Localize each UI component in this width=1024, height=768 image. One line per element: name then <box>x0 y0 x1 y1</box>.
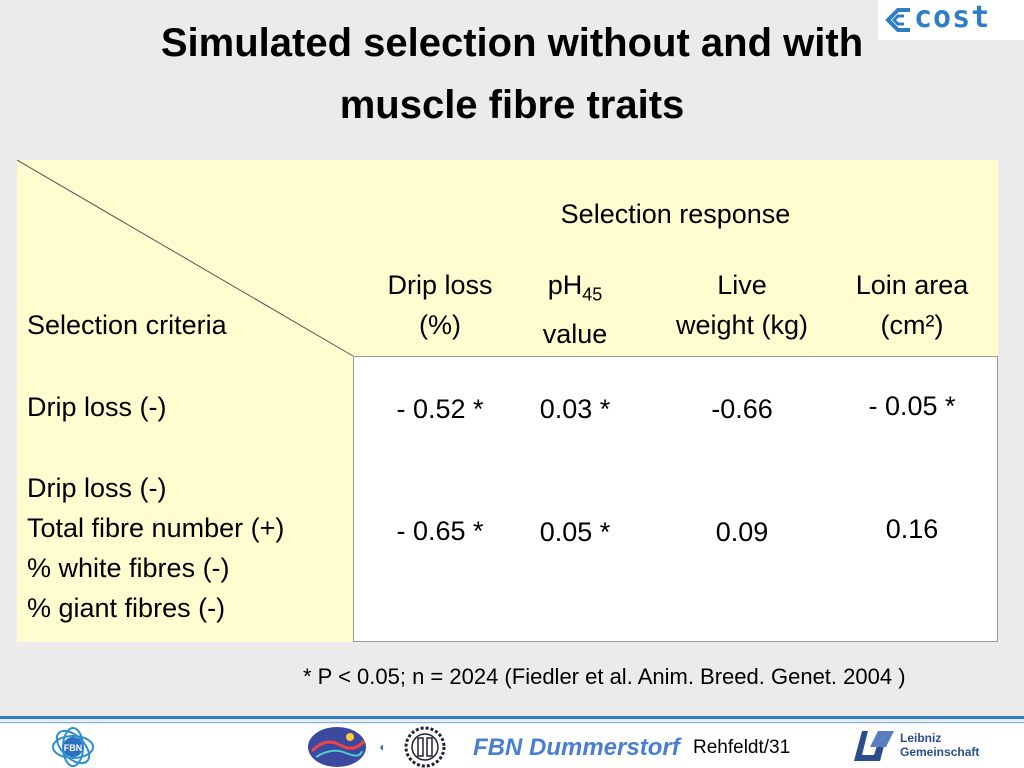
data-area <box>353 356 998 642</box>
fbn-logo-text: FBN <box>64 743 83 753</box>
footnote: * P < 0.05; n = 2024 (Fiedler et al. Ani… <box>303 664 906 689</box>
col-header-line1: Loin area <box>855 270 969 300</box>
row-2-loin-area: 0.16 <box>885 514 939 544</box>
row-2-criteria: Drip loss (-) Total fibre number (+) % w… <box>27 468 284 628</box>
diagonal-divider <box>17 160 354 357</box>
ph-label: pH <box>547 270 583 300</box>
selection-table: Selection response Selection criteria Dr… <box>17 160 998 642</box>
criteria-line: Total fibre number (+) <box>27 513 285 543</box>
footer-divider-thin <box>0 722 1024 723</box>
small-mark-icon: ◖ <box>378 740 386 754</box>
page-reference: Rehfeldt/31 <box>693 737 791 758</box>
globe-logo-icon <box>308 727 366 767</box>
cost-logo: cost <box>878 0 1024 40</box>
col-header-line1: pH45 <box>520 265 630 314</box>
cost-arrow-icon <box>885 8 910 32</box>
col-header-line2: weight (kg) <box>675 310 809 340</box>
row-1-drip-loss: - 0.52 * <box>396 394 484 424</box>
institute-name: FBN Dummerstorf <box>473 734 680 761</box>
leibniz-logo-icon <box>854 731 894 761</box>
row-1-criteria: Drip loss (-) <box>27 392 167 422</box>
criteria-line: Drip loss (-) <box>27 473 167 503</box>
footer-divider <box>0 716 1024 719</box>
col-header-ph: pH45 value <box>520 265 630 354</box>
col-header-line2: value <box>542 319 608 350</box>
chain-seal-icon <box>404 726 446 768</box>
criteria-column <box>17 160 353 642</box>
col-header-line2: (cm²) <box>880 310 944 340</box>
col-header-line1: Drip loss <box>387 270 493 300</box>
ph-subscript: 45 <box>582 284 603 305</box>
row-2-drip-loss: - 0.65 * <box>396 516 484 546</box>
col-header-line2: (%) <box>419 310 461 340</box>
leibniz-text: Leibniz Gemeinschaft <box>900 731 980 759</box>
row-2-live-weight: 0.09 <box>715 517 769 547</box>
criteria-line: % giant fibres (-) <box>27 593 226 623</box>
footer-bar <box>0 724 1024 768</box>
fbn-logo-icon: FBN <box>52 727 94 767</box>
title-line-1: Simulated selection without and with <box>160 21 864 65</box>
slide-title: Simulated selection without and with mus… <box>0 12 1024 136</box>
col-header-line1: Live <box>717 270 767 300</box>
col-header-loin-area: Loin area (cm²) <box>837 265 987 345</box>
header-row <box>353 160 998 356</box>
row-header: Selection criteria <box>27 310 227 340</box>
criteria-line: % white fibres (-) <box>27 553 230 583</box>
cost-logo-text: cost <box>914 0 991 35</box>
col-header-live-weight: Live weight (kg) <box>647 265 837 345</box>
group-header: Selection response <box>560 199 791 229</box>
col-header-drip-loss: Drip loss (%) <box>360 265 520 345</box>
row-1-live-weight: -0.66 <box>711 394 773 424</box>
row-1-ph: 0.03 * <box>539 394 611 424</box>
row-2-ph: 0.05 * <box>539 517 611 547</box>
title-line-2: muscle fibre traits <box>339 83 685 127</box>
row-1-loin-area: - 0.05 * <box>868 391 956 421</box>
